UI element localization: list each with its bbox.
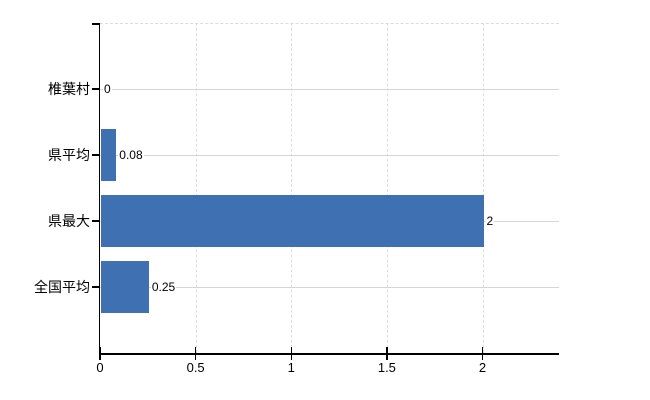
x-tick [290,347,292,360]
plot-top-border [100,23,559,24]
x-tick-label: 2 [478,360,487,375]
x-tick-label: 0 [96,360,104,375]
y-axis [98,23,100,355]
y-tick [92,154,100,156]
x-tick-label: 1.5 [377,360,396,375]
y-tick [92,23,100,25]
h-gridline [100,154,559,156]
bar-value-label: 0.08 [118,148,144,162]
x-tick [481,347,484,360]
bar-value-label: 2 [485,214,495,228]
y-tick [92,88,100,90]
y-tick [92,286,100,288]
bar [101,129,117,181]
category-label: 県最大 [48,213,90,229]
category-label: 全国平均 [34,279,90,295]
bar [101,261,149,313]
bar-value-label: 0.25 [150,280,177,294]
category-label: 県平均 [48,147,90,163]
v-gridline [386,23,388,353]
x-tick-label: 1 [287,360,295,375]
v-gridline [291,23,293,353]
v-gridline [482,23,484,353]
x-tick [386,347,388,360]
y-tick [92,220,100,222]
h-gridline [100,88,559,90]
bar [101,195,484,247]
x-tick [99,347,101,360]
v-gridline [195,23,197,353]
bar-value-label: 0 [103,82,112,96]
x-tick [194,347,197,360]
x-tick-label: 0.5 [186,360,205,375]
x-axis [98,353,559,355]
h-gridline [100,286,559,288]
category-label: 椎葉村 [48,81,90,97]
